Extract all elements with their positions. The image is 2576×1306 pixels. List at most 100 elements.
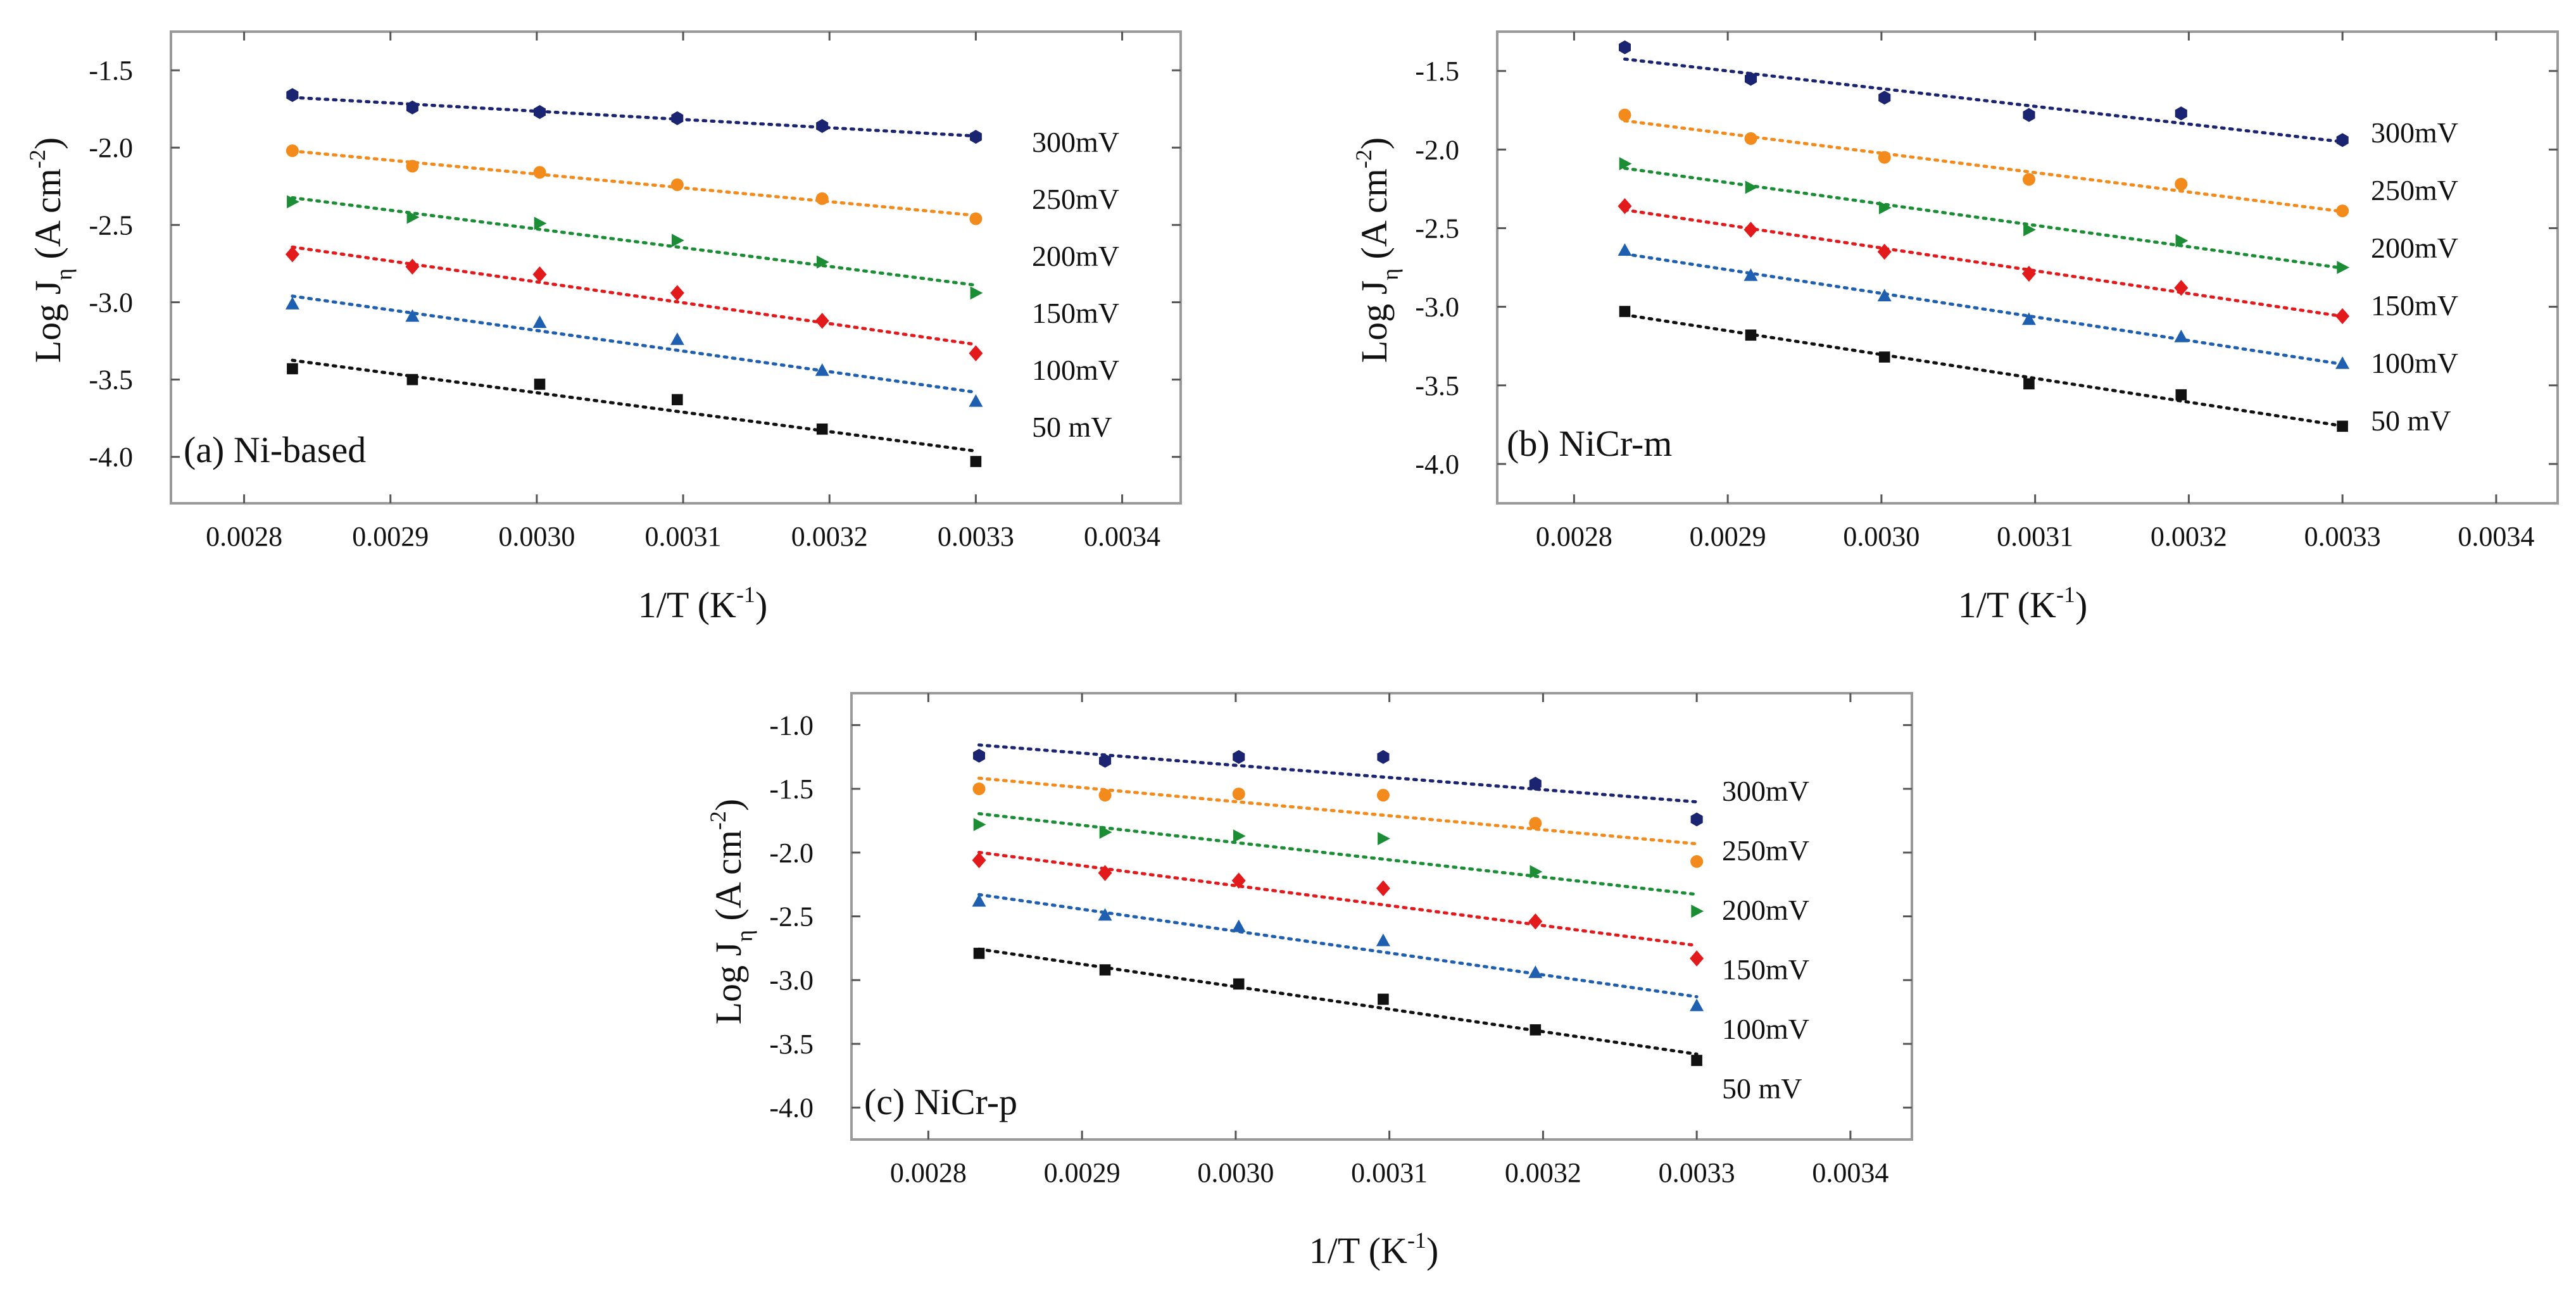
series-250mv: 250mV (972, 776, 1809, 868)
data-point (2022, 173, 2035, 186)
data-point (672, 234, 684, 248)
y-tick-label: -3.5 (89, 365, 133, 396)
series-label: 300mV (1032, 126, 1119, 158)
series-100mv: 100mV (972, 893, 1809, 1045)
series-200mv: 200mV (973, 812, 1809, 926)
data-point (1690, 855, 1704, 868)
fit-line-200mv (977, 812, 1699, 896)
x-tick-label: 0.0031 (1997, 521, 2073, 552)
data-point (973, 948, 985, 959)
fit-line-50-mv (291, 358, 977, 453)
data-point (1878, 91, 1891, 105)
series-250mv: 250mV (1618, 108, 2458, 218)
series-label: 200mV (2371, 232, 2458, 264)
data-point (2023, 223, 2036, 237)
data-point (2175, 234, 2189, 248)
y-tick-label: -1.5 (89, 55, 133, 86)
data-point (2021, 265, 2036, 282)
x-tick-label: 0.0029 (352, 521, 429, 552)
x-tick-label: 0.0030 (1197, 1157, 1274, 1188)
data-point (1690, 812, 1703, 827)
data-point (1619, 157, 1632, 170)
fit-line-100mv (291, 294, 977, 394)
series-300mv: 300mV (1619, 40, 2458, 149)
data-point (815, 192, 829, 205)
y-axis-title: Log Jη (A cm-2) (25, 137, 77, 363)
data-point (815, 363, 829, 376)
data-point (406, 210, 420, 224)
x-tick-label: 0.0029 (1044, 1157, 1121, 1188)
panel-a: 0.0028 0.0029 0.0030 0.0031 0.0032 0.0033 0.00… (25, 30, 1182, 625)
y-tick-label: -2.0 (89, 132, 133, 163)
series-label: 50 mV (1032, 411, 1112, 443)
data-point (671, 111, 684, 125)
data-point (2174, 329, 2189, 342)
series-label: 300mV (2371, 116, 2458, 149)
data-point (1529, 777, 1542, 791)
x-axis-title: 1/T (K-1) (1958, 582, 2088, 625)
data-point (1232, 788, 1245, 801)
data-point (1233, 829, 1246, 843)
series-100mv: 100mV (1618, 243, 2458, 379)
data-point (2175, 106, 2187, 121)
y-tick-label: -2.5 (769, 901, 814, 932)
data-point (2021, 312, 2036, 325)
series-label: 250mV (2371, 174, 2458, 206)
data-point (973, 818, 986, 831)
series-150mv: 150mV (972, 850, 1809, 986)
x-tick-label: 0.0033 (938, 521, 1014, 552)
fit-line-100mv (977, 893, 1699, 998)
data-point (1231, 919, 1246, 932)
y-tick-label: -3.0 (89, 287, 133, 318)
data-point (1877, 289, 1892, 301)
x-axis-title: 1/T (K-1) (638, 582, 768, 625)
y-tick-label: -3.5 (769, 1029, 814, 1060)
x-tick-label: 0.0028 (206, 521, 282, 552)
data-point (970, 456, 982, 467)
data-point (1691, 1055, 1702, 1066)
data-point (2336, 133, 2349, 148)
data-point (1690, 950, 1704, 967)
panel-b: 0.0028 0.0029 0.0030 0.0031 0.0032 0.0033 0.00… (1351, 30, 2559, 625)
data-point (2174, 280, 2189, 296)
series-200mv: 200mV (287, 195, 1119, 300)
data-point (1530, 865, 1543, 879)
y-tick-label: -2.5 (1415, 213, 1459, 244)
y-tick-label: -1.0 (769, 710, 814, 741)
data-point (287, 195, 299, 209)
data-point (1098, 908, 1112, 921)
series-150mv: 150mV (285, 245, 1119, 361)
x-tick-label: 0.0032 (2151, 521, 2227, 552)
x-axis-title: 1/T (K-1) (1309, 1228, 1439, 1271)
data-point (1099, 964, 1111, 976)
series-100mv: 100mV (285, 294, 1119, 407)
data-point (1618, 108, 1631, 122)
data-point (405, 258, 420, 275)
panel-c: 0.0028 0.0029 0.0030 0.0031 0.0032 0.0033 0.00… (705, 692, 1913, 1271)
data-point (406, 374, 418, 386)
data-point (1878, 351, 1890, 363)
data-point (1877, 244, 1892, 260)
data-point (670, 285, 684, 301)
data-point (1745, 329, 1757, 341)
x-tick-label: 0.0034 (2458, 521, 2534, 552)
series-300mv: 300mV (286, 88, 1119, 158)
x-tick-label: 0.0034 (1812, 1157, 1888, 1188)
data-point (969, 394, 983, 407)
plot-area (170, 30, 1182, 505)
series-label: 100mV (1032, 354, 1119, 386)
data-point (972, 782, 986, 796)
data-point (285, 296, 299, 310)
x-tick-label: 0.0032 (791, 521, 868, 552)
data-point (969, 212, 983, 225)
data-point (286, 88, 299, 103)
data-point (1528, 913, 1543, 930)
panel-label: (b) NiCr-m (1507, 423, 1672, 464)
fit-line-200mv (1623, 166, 2344, 270)
data-point (2335, 308, 2350, 325)
data-point (534, 105, 546, 119)
series-50-mv: 50 mV (287, 358, 1112, 467)
data-point (2175, 389, 2187, 401)
data-point (532, 266, 547, 283)
